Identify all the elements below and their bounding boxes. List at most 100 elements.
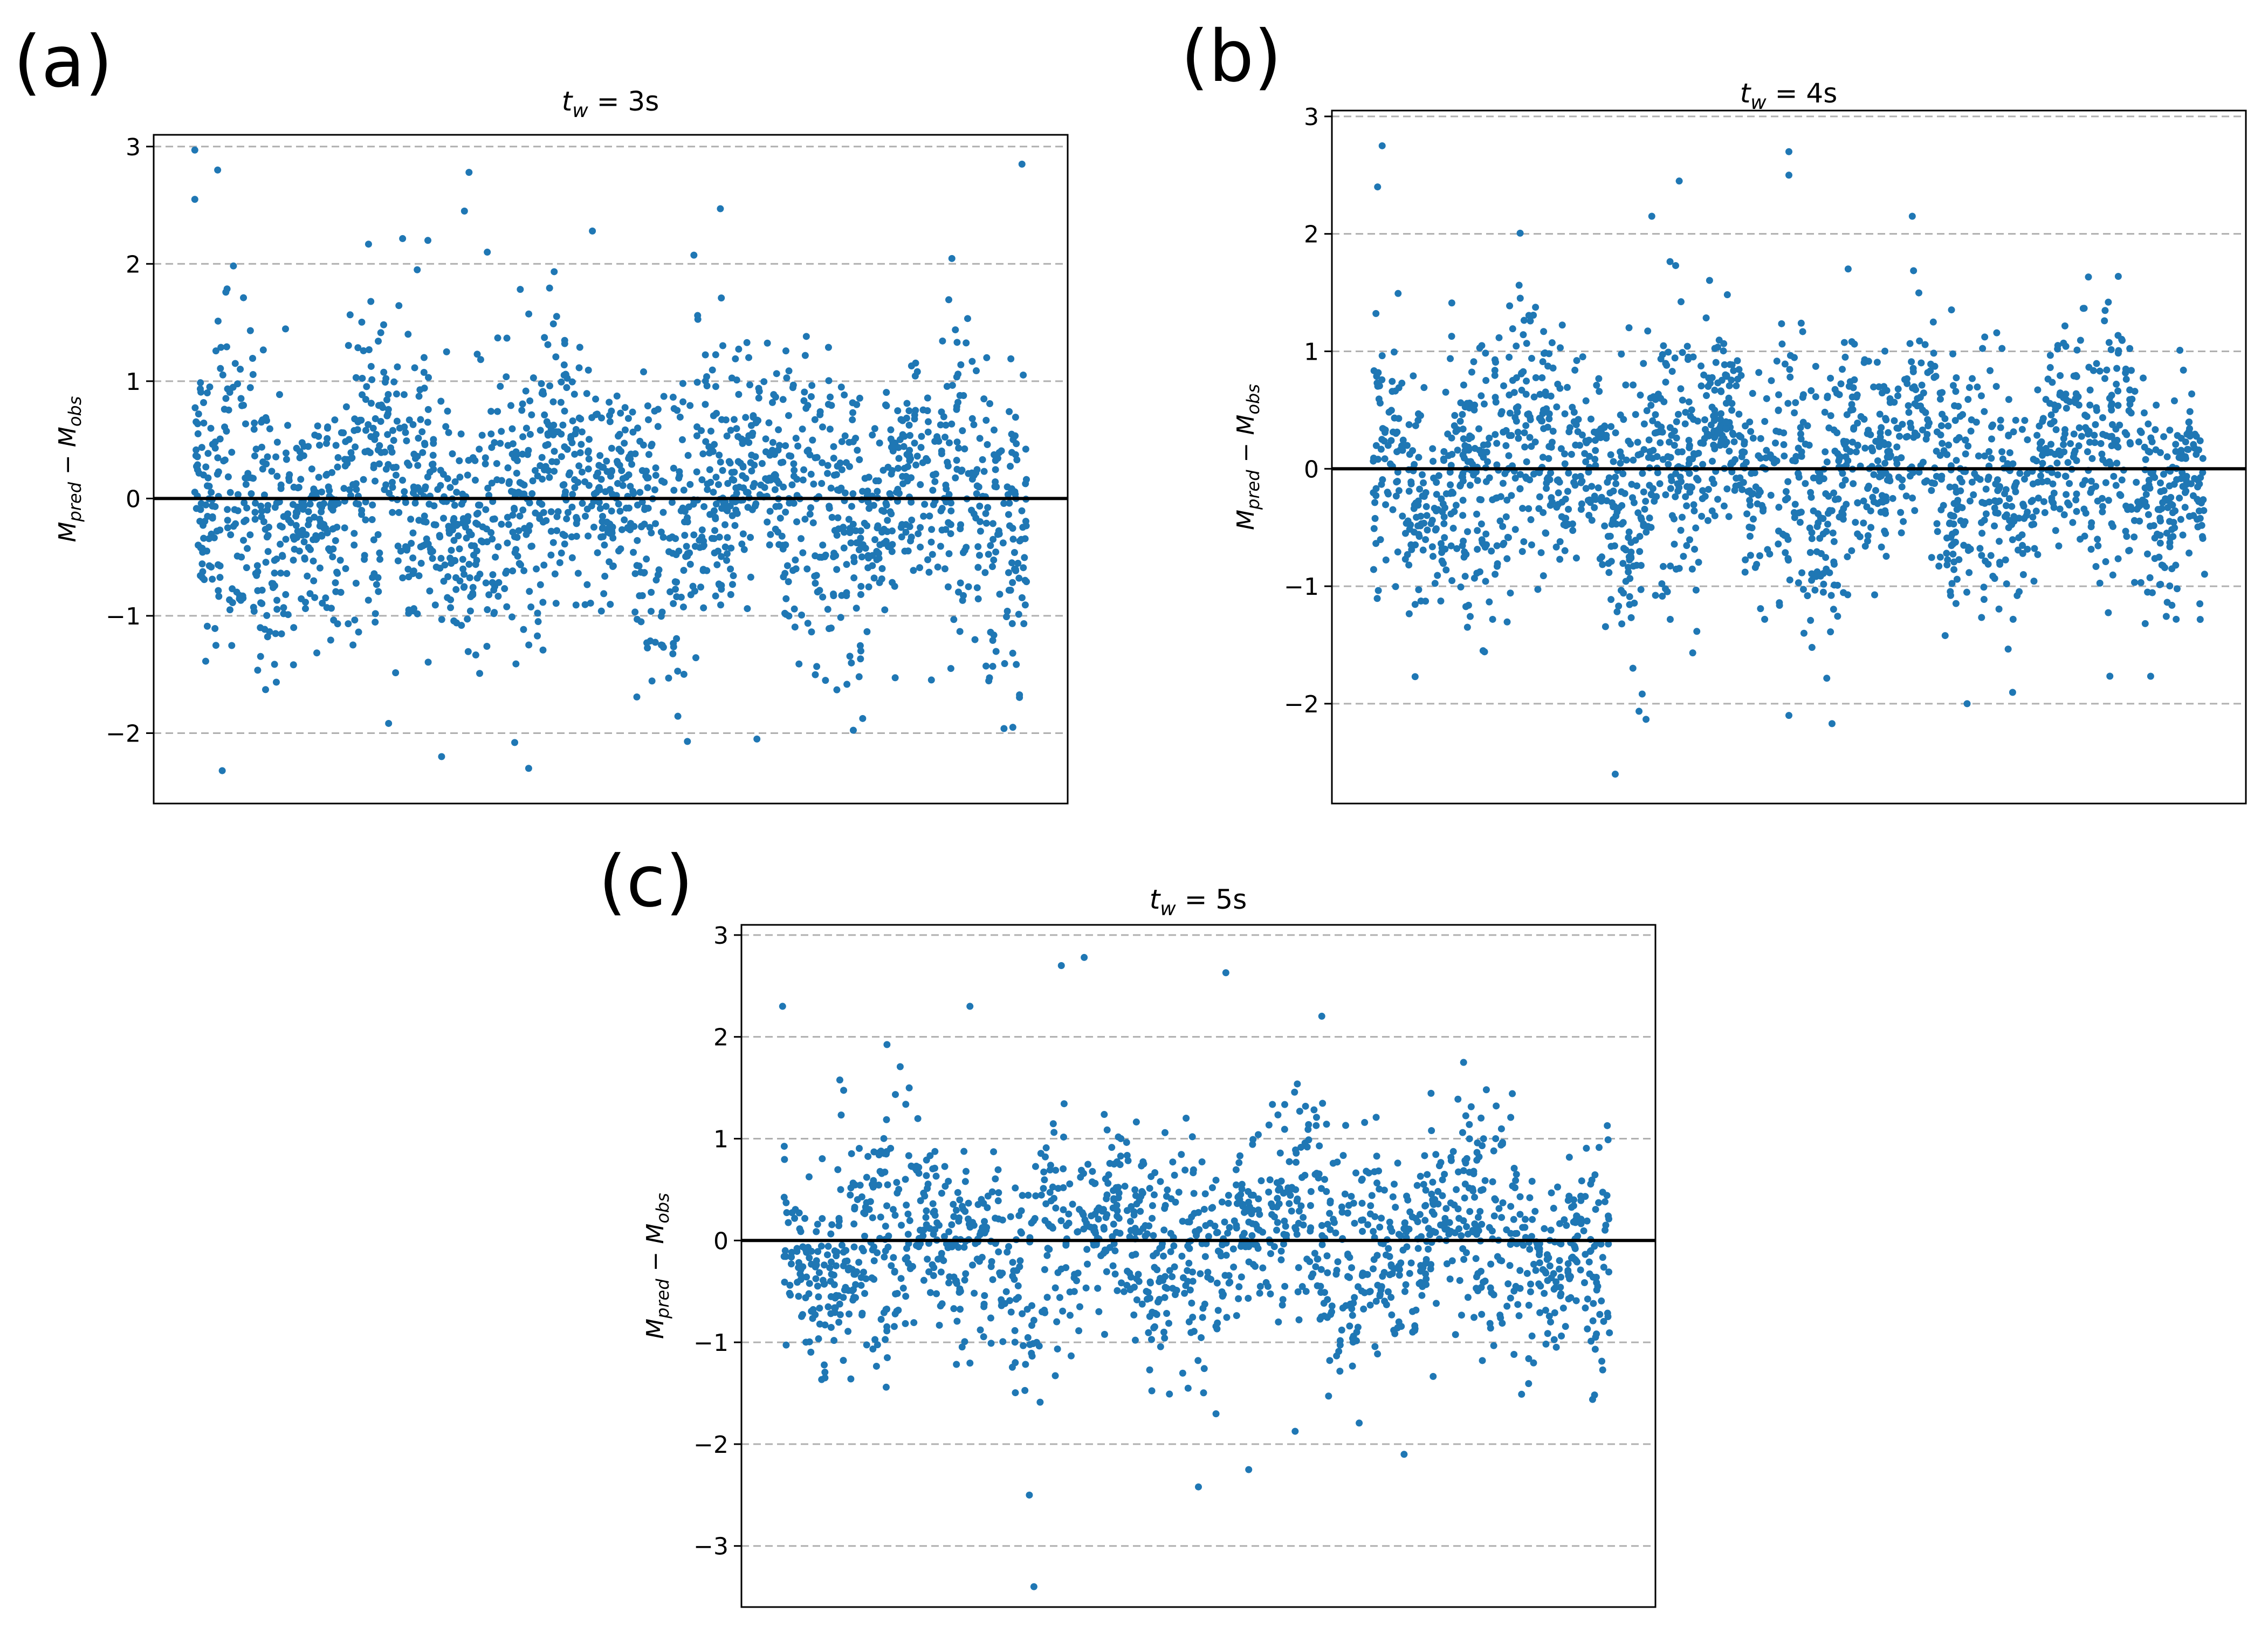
scatter-point	[1807, 387, 1815, 394]
scatter-point	[798, 535, 805, 543]
scatter-point	[1799, 586, 1807, 593]
scatter-point	[426, 587, 434, 595]
scatter-point	[1833, 429, 1841, 437]
scatter-point	[1467, 613, 1474, 620]
scatter-point	[1893, 456, 1900, 463]
scatter-point	[2200, 496, 2207, 504]
scatter-point	[340, 485, 348, 492]
scatter-point	[1648, 491, 1655, 499]
scatter-point	[334, 463, 341, 471]
scatter-point	[1538, 374, 1546, 382]
scatter-point	[1529, 1216, 1536, 1223]
scatter-point	[884, 517, 891, 524]
scatter-point	[539, 388, 547, 395]
scatter-point	[251, 452, 258, 459]
scatter-point	[1481, 1177, 1489, 1184]
scatter-point	[2077, 337, 2084, 344]
scatter-point	[943, 383, 951, 390]
scatter-point	[1041, 1176, 1048, 1184]
scatter-point	[1056, 1294, 1063, 1301]
scatter-point	[2119, 337, 2126, 344]
scatter-point	[2161, 564, 2169, 572]
scatter-point	[1480, 1135, 1487, 1143]
scatter-point	[724, 550, 731, 558]
scatter-point	[889, 1206, 897, 1213]
scatter-point	[833, 531, 841, 539]
scatter-point	[2122, 365, 2129, 373]
scatter-point	[1461, 573, 1469, 580]
scatter-point	[1701, 416, 1709, 423]
scatter-point	[1462, 1112, 1469, 1120]
scatter-point	[209, 441, 216, 448]
scatter-point	[974, 564, 982, 571]
scatter-point	[1659, 562, 1667, 570]
scatter-point	[1602, 623, 1609, 630]
scatter-point	[1936, 553, 1944, 561]
scatter-point	[1171, 1263, 1178, 1271]
scatter-point	[630, 548, 637, 556]
scatter-point	[1000, 500, 1008, 507]
scatter-point	[1690, 507, 1698, 514]
scatter-point	[465, 528, 473, 536]
scatter-point	[1955, 556, 1963, 564]
scatter-point	[1819, 569, 1827, 577]
scatter-point	[1688, 565, 1696, 573]
scatter-point	[571, 484, 579, 491]
scatter-point	[651, 486, 658, 493]
scatter-point	[1489, 615, 1496, 623]
scatter-point	[1005, 569, 1012, 576]
scatter-point	[2125, 547, 2133, 554]
scatter-point	[1297, 1202, 1305, 1210]
scatter-point	[841, 528, 848, 536]
scatter-point	[1964, 396, 1972, 403]
scatter-point	[2124, 506, 2132, 513]
scatter-point	[989, 536, 997, 543]
scatter-point	[1105, 1171, 1112, 1179]
scatter-point	[607, 472, 614, 480]
scatter-point	[2097, 440, 2105, 448]
scatter-point	[619, 482, 627, 489]
scatter-point	[556, 559, 563, 566]
scatter-point	[2042, 445, 2050, 452]
scatter-point	[1556, 1220, 1563, 1227]
scatter-point	[2152, 426, 2159, 434]
scatter-point	[515, 489, 523, 496]
scatter-point	[878, 565, 886, 572]
scatter-point	[987, 542, 994, 550]
y-tick-label: 3	[713, 922, 728, 950]
scatter-point	[615, 433, 622, 440]
scatter-point	[1741, 440, 1748, 448]
scatter-point	[1776, 601, 1783, 609]
scatter-point	[355, 628, 362, 636]
scatter-point	[767, 531, 774, 538]
scatter-point	[393, 390, 400, 398]
scatter-point	[597, 607, 605, 615]
scatter-point	[1390, 348, 1398, 356]
scatter-point	[583, 390, 590, 397]
scatter-point	[1761, 615, 1769, 623]
scatter-point	[1376, 1185, 1383, 1193]
scatter-point	[761, 484, 768, 491]
scatter-point	[939, 337, 946, 345]
scatter-point	[1668, 431, 1675, 439]
scatter-point	[793, 1245, 801, 1252]
scatter-point	[819, 423, 826, 431]
scatter-point	[273, 596, 281, 604]
scatter-point	[414, 610, 421, 617]
scatter-point	[760, 378, 768, 386]
scatter-point	[675, 547, 683, 555]
scatter-point	[1208, 1184, 1216, 1191]
scatter-point	[822, 677, 829, 684]
chart-title: tw = 5s	[1150, 884, 1247, 920]
scatter-point	[1795, 470, 1802, 478]
scatter-point	[1500, 428, 1507, 436]
scatter-point	[2173, 615, 2180, 623]
scatter-point	[1918, 381, 1926, 389]
scatter-point	[290, 557, 297, 564]
scatter-point	[1108, 1144, 1116, 1151]
scatter-point	[446, 484, 454, 491]
scatter-point	[198, 574, 206, 581]
scatter-point	[1968, 375, 1976, 382]
scatter-point	[1498, 408, 1506, 415]
scatter-point	[1562, 495, 1569, 503]
